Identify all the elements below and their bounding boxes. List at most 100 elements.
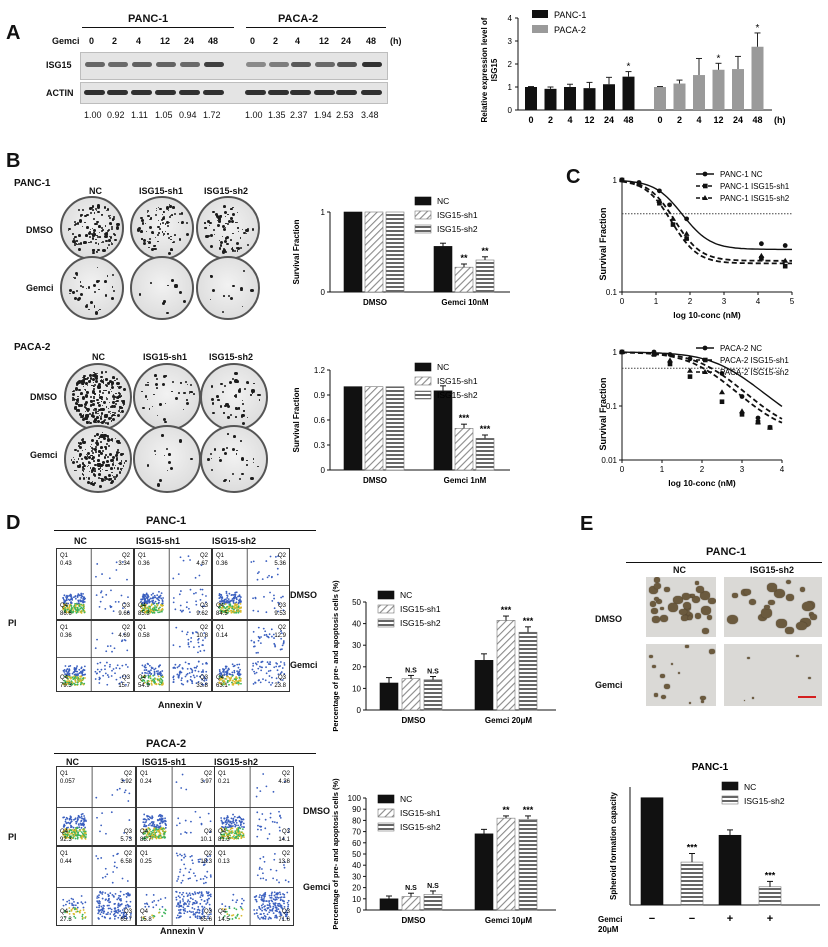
flow-event (218, 670, 221, 673)
colony-dot (169, 248, 172, 251)
flow-event (239, 827, 242, 830)
colony-dot (147, 241, 151, 245)
colony-dot (77, 442, 80, 444)
flow-event (96, 672, 98, 675)
colony-dot (115, 392, 117, 395)
flow-event (178, 822, 181, 825)
flow-event (268, 574, 270, 577)
flow-event (272, 633, 275, 636)
flow-event (273, 666, 276, 669)
y-axis-label: Survival Fraction (292, 219, 301, 284)
colony-dot (147, 214, 150, 217)
flow-event (232, 914, 235, 916)
flow-event (126, 666, 129, 668)
colony-dot (89, 206, 93, 210)
spheroid (796, 621, 807, 631)
b2-col-sh2: ISG15-sh2 (209, 352, 254, 362)
flow-event (235, 611, 238, 614)
colony-dot (214, 212, 219, 217)
colony-dot (225, 235, 229, 240)
quadrant-label: Q3 (122, 603, 131, 609)
legend-swatch (377, 794, 395, 804)
flow-event (239, 598, 242, 601)
flow-event (152, 906, 155, 909)
flow-event (272, 790, 275, 793)
flow-event (283, 911, 285, 914)
colony-dot (110, 420, 113, 423)
colony-dot (74, 448, 77, 452)
flow-event (73, 667, 76, 670)
flow-event (286, 917, 289, 920)
flow-event (186, 911, 189, 913)
spheroid (785, 626, 794, 634)
flow-event (154, 677, 157, 680)
colony-dot (94, 376, 98, 380)
colony-dot (211, 398, 215, 402)
flow-event (204, 875, 206, 878)
legend-label: ISG15-sh1 (437, 210, 478, 220)
colony-dot (92, 483, 95, 486)
colony-dot (97, 243, 100, 246)
data-point (651, 350, 657, 356)
flow-event (195, 631, 197, 633)
colony-dot (89, 230, 91, 233)
y-tick-label: 0.01 (601, 456, 617, 465)
flow-event (284, 911, 287, 914)
flow-event (278, 826, 281, 829)
colony-dot (221, 448, 225, 452)
colony-dot (246, 232, 248, 234)
quadrant-label: 4.69 (118, 633, 130, 639)
flow-event (270, 676, 273, 679)
flow-event (66, 677, 69, 680)
bar (518, 631, 538, 711)
flow-event (175, 626, 178, 629)
flow-event (75, 908, 78, 911)
flow-event (78, 594, 81, 597)
colony-dot (98, 401, 100, 403)
flow-event (220, 817, 223, 819)
y-axis-label: Survival Fraction (292, 387, 301, 452)
colony-dot (110, 243, 113, 245)
flow-cytometry-plot: Q1 0.25 Q2 18.3 Q3 65.6 Q4 15.8 (136, 846, 216, 926)
legend-label: ISG15-sh2 (437, 224, 478, 234)
flow-event (221, 606, 223, 609)
colony-plate (60, 256, 124, 320)
legend-label: ISG15-sh2 (400, 618, 441, 628)
isg15-band (204, 62, 224, 67)
flow-event (185, 832, 188, 834)
flow-event (269, 917, 272, 919)
flow-event (256, 828, 259, 831)
colony-dot (122, 402, 125, 405)
flow-event (225, 829, 228, 832)
flow-event (221, 610, 224, 613)
colony-dot (77, 409, 80, 412)
colony-dot (94, 435, 97, 438)
flow-event (264, 827, 267, 830)
colony-dot (166, 232, 169, 236)
flow-event (62, 608, 65, 611)
flow-event (258, 896, 261, 898)
flow-event (128, 894, 130, 897)
x-tick-label: 0 (657, 115, 662, 125)
colony-dot (162, 301, 166, 305)
flow-event (181, 630, 184, 633)
flow-event (259, 681, 262, 684)
colony-dot (101, 460, 105, 464)
colony-dot (101, 214, 104, 217)
colony-dot (218, 239, 220, 241)
flow-event (76, 603, 79, 605)
flow-event (100, 668, 103, 671)
colony-dot (235, 416, 237, 418)
flow-event (126, 917, 128, 919)
flow-event (268, 911, 271, 914)
flow-event (260, 895, 263, 897)
flow-event (276, 821, 278, 824)
colony-dot (74, 242, 77, 244)
quadrant-label: 23.8 (274, 683, 286, 689)
flow-event (142, 916, 145, 919)
d1-col-sh1: ISG15-sh1 (136, 536, 181, 546)
flow-event (221, 677, 224, 680)
flow-event (98, 678, 101, 681)
colony-dot (183, 391, 187, 395)
